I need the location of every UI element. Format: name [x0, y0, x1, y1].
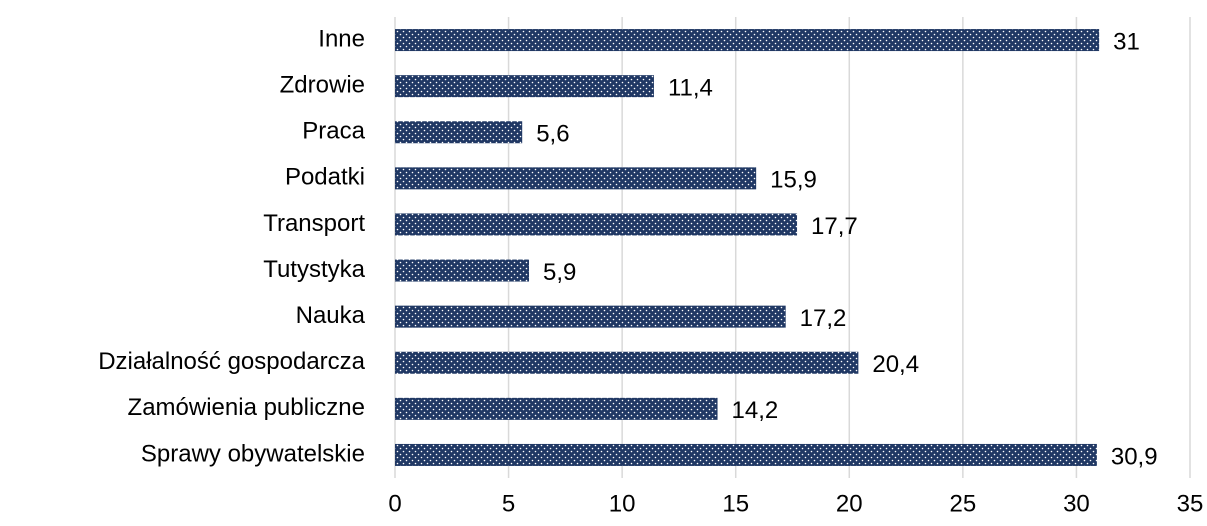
x-tick-label: 0 [388, 490, 401, 517]
bar [395, 443, 1097, 466]
bar [395, 121, 523, 144]
value-label: 15,9 [770, 167, 817, 194]
y-tick-label: Działalność gospodarcza [98, 348, 365, 375]
value-label: 14,2 [732, 397, 779, 424]
value-label: 5,6 [536, 121, 569, 148]
bar [395, 259, 530, 282]
bar [395, 167, 757, 190]
value-label: 17,2 [800, 305, 847, 332]
y-tick-label: Sprawy obywatelskie [141, 440, 365, 467]
x-tick-label: 10 [609, 490, 636, 517]
bar [395, 397, 718, 420]
y-tick-label: Podatki [285, 164, 365, 191]
x-tick-label: 35 [1177, 490, 1204, 517]
y-tick-label: Inne [318, 25, 365, 52]
y-tick-label: Nauka [296, 302, 366, 329]
x-tick-label: 5 [502, 490, 515, 517]
x-tick-label: 25 [950, 490, 977, 517]
value-label: 11,4 [668, 74, 713, 101]
x-tick-label: 15 [722, 490, 749, 517]
y-tick-label: Zamówienia publiczne [128, 394, 365, 421]
y-tick-label: Tutystyka [263, 256, 365, 283]
value-label: 30,9 [1111, 443, 1158, 470]
bar [395, 213, 798, 236]
y-tick-label: Transport [263, 210, 365, 237]
value-label: 31 [1113, 28, 1140, 55]
y-tick-label: Zdrowie [280, 71, 365, 98]
bar [395, 29, 1100, 52]
x-tick-label: 20 [836, 490, 863, 517]
value-label: 17,7 [811, 213, 858, 240]
bar [395, 305, 786, 328]
y-tick-label: Praca [302, 118, 365, 145]
bar [395, 351, 859, 374]
x-tick-label: 30 [1063, 490, 1090, 517]
value-label: 20,4 [872, 351, 919, 378]
value-label: 5,9 [543, 259, 576, 286]
bar [395, 75, 654, 98]
